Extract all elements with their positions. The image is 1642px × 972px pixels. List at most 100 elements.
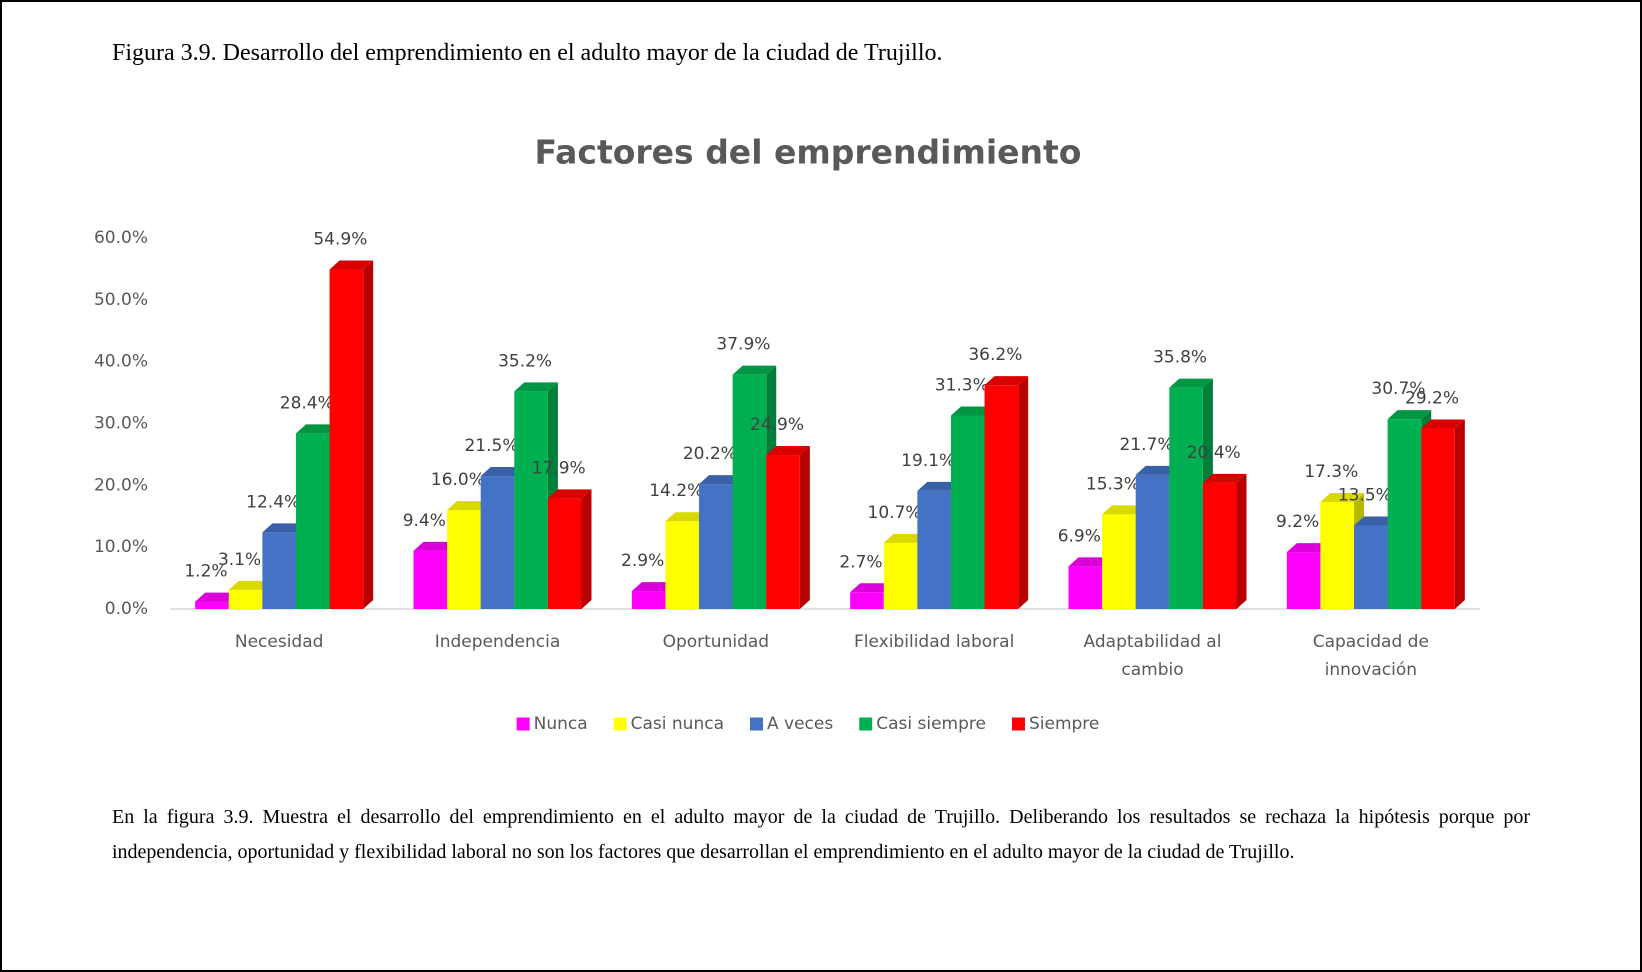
- bar: [1387, 419, 1422, 609]
- bar-top: [950, 406, 995, 416]
- x-tick-label: Necesidad: [234, 632, 324, 652]
- y-tick-label: 30.0%: [94, 414, 148, 434]
- figure-caption: Figura 3.9. Desarrollo del emprendimient…: [112, 40, 943, 66]
- bar-top: [447, 501, 491, 511]
- bar-top: [547, 489, 592, 499]
- bar: [631, 591, 666, 609]
- bar-top: [766, 446, 810, 456]
- bar-side: [1018, 376, 1029, 609]
- y-tick-label: 20.0%: [94, 475, 148, 495]
- bar: [262, 532, 296, 609]
- bar-side: [581, 489, 592, 609]
- bar: [295, 433, 330, 609]
- bar: [514, 391, 548, 609]
- bar: [766, 455, 800, 609]
- bar: [447, 510, 481, 609]
- bar-top: [228, 580, 273, 590]
- legend-label: A veces: [767, 714, 833, 734]
- data-label: 20.4%: [1187, 443, 1241, 463]
- y-tick-label: 40.0%: [94, 352, 148, 372]
- bar: [699, 484, 733, 609]
- data-label: 29.2%: [1405, 388, 1459, 408]
- data-label: 54.9%: [313, 230, 367, 250]
- data-label: 17.3%: [1304, 462, 1358, 482]
- bar-side: [1236, 473, 1247, 609]
- data-label: 6.9%: [1058, 526, 1101, 546]
- bar: [1068, 566, 1103, 609]
- x-tick-label: Independencia: [434, 632, 561, 652]
- data-label: 13.5%: [1338, 486, 1392, 506]
- bar-top: [195, 592, 239, 602]
- bar-side: [1454, 419, 1465, 609]
- bar-top: [1202, 473, 1247, 483]
- x-tick-label: Capacidad de innovación: [1312, 632, 1429, 680]
- bar-top: [732, 365, 777, 375]
- chart-title: Factores del emprendimiento: [535, 133, 1082, 172]
- data-label: 15.3%: [1086, 474, 1140, 494]
- x-tick-label: Oportunidad: [662, 632, 770, 652]
- data-label: 12.4%: [246, 492, 300, 512]
- bar: [1135, 474, 1170, 609]
- legend-label: Siempre: [1029, 714, 1099, 734]
- legend-swatch: [1011, 717, 1025, 731]
- bar-top: [1320, 493, 1365, 503]
- bar: [850, 592, 884, 609]
- data-label: 17.9%: [532, 458, 586, 478]
- data-label: 19.1%: [901, 451, 955, 471]
- bar-top: [1102, 505, 1146, 515]
- legend-swatch: [516, 717, 530, 731]
- legend-swatch: [613, 717, 627, 731]
- bar-top: [1286, 543, 1331, 553]
- data-label: 3.1%: [218, 550, 261, 570]
- bar-top: [1068, 557, 1113, 567]
- bar: [329, 269, 364, 609]
- data-label: 10.7%: [868, 503, 922, 523]
- bar-top: [1354, 516, 1398, 526]
- bar-top: [413, 541, 458, 551]
- bar-top: [1387, 410, 1432, 420]
- bar-top: [699, 475, 743, 485]
- data-label: 20.2%: [683, 444, 737, 464]
- legend-swatch: [750, 717, 764, 731]
- bar: [917, 490, 951, 609]
- bar: [883, 542, 918, 609]
- bar: [480, 476, 515, 609]
- legend-swatch: [859, 717, 873, 731]
- bar-top: [295, 424, 340, 434]
- data-label: 28.4%: [280, 393, 334, 413]
- bar: [228, 589, 263, 609]
- bar-top: [1421, 419, 1465, 429]
- data-label: 30.7%: [1371, 379, 1425, 399]
- y-tick-label: 0.0%: [105, 599, 148, 619]
- bar: [950, 415, 985, 609]
- data-label: 31.3%: [935, 375, 989, 395]
- data-label: 36.2%: [968, 345, 1022, 365]
- data-label: 9.2%: [1276, 512, 1319, 532]
- body-text: En la figura 3.9. Muestra el desarrollo …: [112, 806, 1530, 863]
- legend-label: Casi siempre: [876, 714, 986, 734]
- bar-top: [631, 582, 676, 592]
- bar: [1421, 428, 1455, 609]
- data-label: 16.0%: [431, 470, 485, 490]
- bar-top: [329, 260, 374, 270]
- bar: [547, 498, 582, 609]
- bar-top: [514, 382, 558, 392]
- y-tick-label: 60.0%: [94, 228, 148, 248]
- data-label: 21.5%: [464, 436, 518, 456]
- bar: [665, 521, 700, 609]
- bar: [1354, 525, 1388, 609]
- data-label: 35.2%: [498, 351, 552, 371]
- data-label: 35.8%: [1153, 348, 1207, 368]
- data-label: 9.4%: [403, 511, 446, 531]
- bar-top: [984, 376, 1029, 386]
- bar: [1102, 514, 1136, 609]
- bar-side: [799, 446, 810, 609]
- bar: [413, 550, 448, 609]
- bar: [195, 601, 229, 609]
- data-label: 2.7%: [839, 552, 882, 572]
- legend-label: Casi nunca: [631, 714, 724, 734]
- data-label: 21.7%: [1119, 435, 1173, 455]
- bar: [984, 385, 1019, 609]
